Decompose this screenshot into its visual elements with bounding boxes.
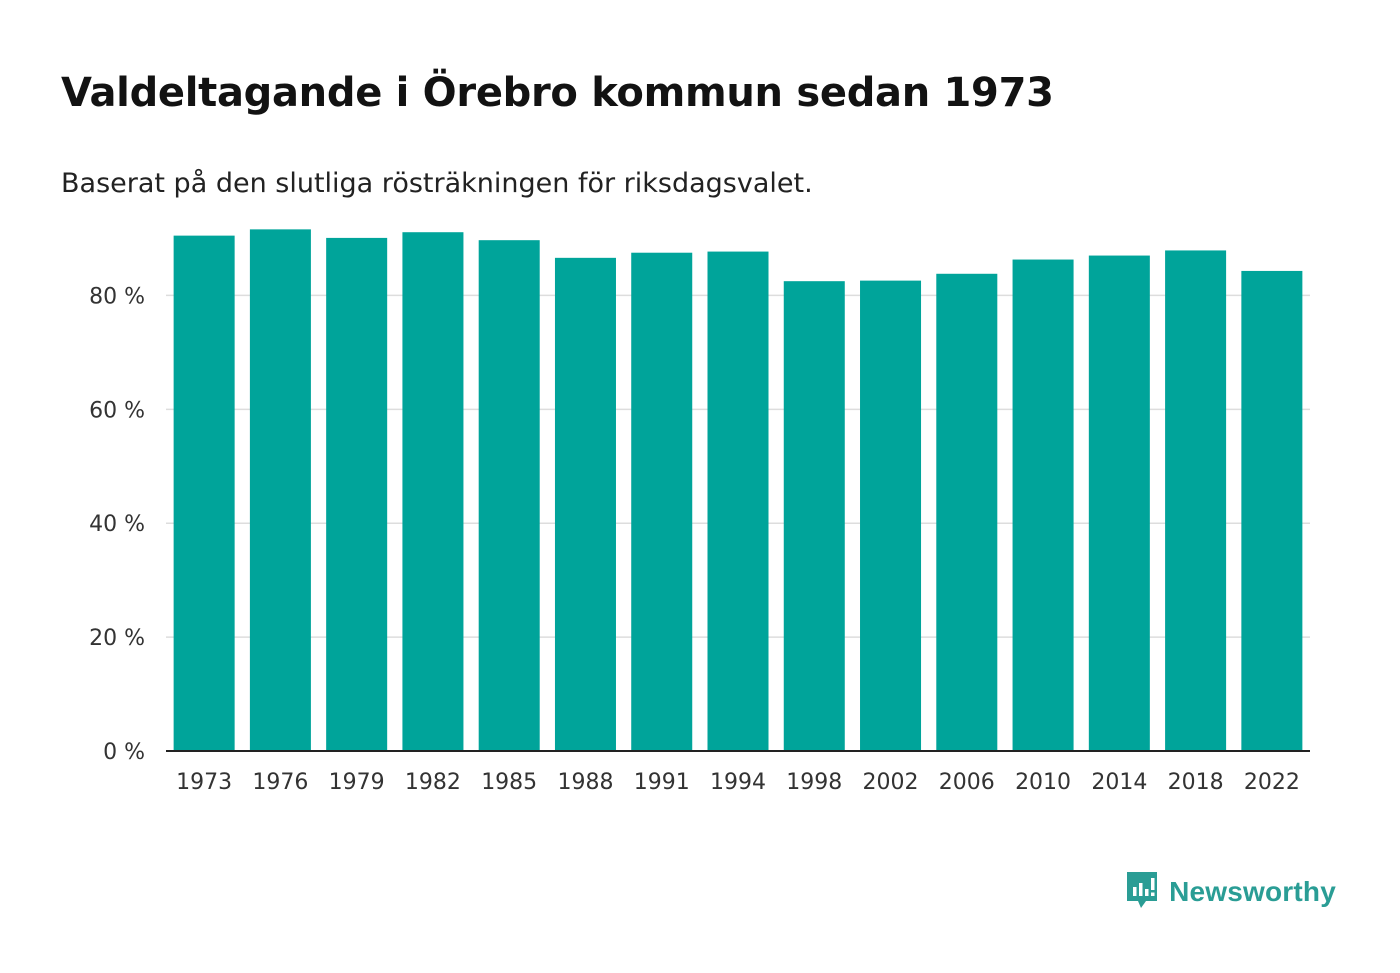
x-tick-label: 2018	[1168, 770, 1224, 795]
x-tick-label: 2010	[1015, 770, 1071, 795]
x-tick-label: 1988	[557, 770, 613, 795]
bar-2010	[1012, 259, 1074, 751]
x-tick-label: 2006	[939, 770, 995, 795]
bar-2006	[936, 273, 998, 751]
x-tick-label: 1994	[710, 770, 766, 795]
bar-1982	[402, 232, 464, 751]
bar-1988	[554, 257, 616, 751]
newsworthy-logo-icon	[1125, 870, 1159, 914]
x-tick-label: 2022	[1244, 770, 1300, 795]
y-tick-label: 0 %	[103, 740, 145, 765]
chart-title: Valdeltagande i Örebro kommun sedan 1973	[61, 70, 1054, 116]
bar-2022	[1241, 270, 1303, 751]
bars	[173, 229, 1303, 752]
x-tick-label: 2002	[863, 770, 919, 795]
x-tick-label: 1998	[786, 770, 842, 795]
y-tick-label: 80 %	[89, 284, 145, 309]
chart-subtitle: Baserat på den slutliga rösträkningen fö…	[61, 168, 813, 199]
x-tick-label: 1991	[634, 770, 690, 795]
bar-1976	[249, 229, 311, 751]
bar-2002	[860, 280, 922, 751]
x-tick-label: 2014	[1091, 770, 1147, 795]
brand-logo: Newsworthy	[1125, 870, 1336, 914]
bar-1973	[173, 235, 235, 751]
bar-1985	[478, 240, 540, 751]
x-tick-label: 1973	[176, 770, 232, 795]
bar-1991	[631, 252, 693, 752]
tick-labels: 0 % 20 % 40 % 60 % 80 % 1973 1976 1979 1982 1985 1…	[89, 284, 1300, 795]
y-tick-label: 40 %	[89, 512, 145, 537]
brand-name: Newsworthy	[1169, 876, 1336, 907]
x-tick-label: 1979	[329, 770, 385, 795]
x-tick-label: 1976	[252, 770, 308, 795]
bar-2018	[1165, 250, 1227, 752]
y-tick-label: 60 %	[89, 398, 145, 423]
x-tick-label: 1985	[481, 770, 537, 795]
x-tick-label: 1982	[405, 770, 461, 795]
bar-1994	[707, 251, 769, 751]
y-tick-label: 20 %	[89, 626, 145, 651]
bar-1979	[326, 237, 388, 752]
bar-1998	[783, 281, 845, 751]
bar-2014	[1088, 255, 1150, 751]
